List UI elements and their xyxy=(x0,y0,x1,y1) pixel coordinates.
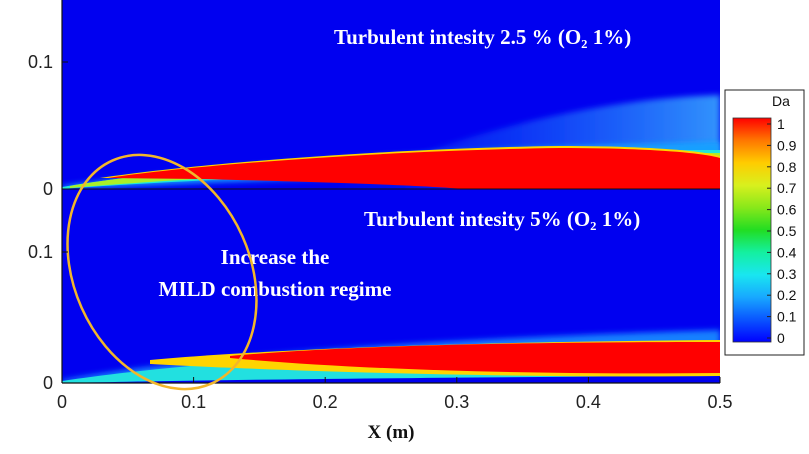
colorbar-ticks: 1 0.9 0.8 0.7 0.6 0.5 0.4 0.3 0.2 0.1 0 xyxy=(767,116,797,346)
annotation-line-2: MILD combustion regime xyxy=(159,277,392,301)
x-tick-label: 0.1 xyxy=(181,392,206,412)
colorbar-tick-label: 0.7 xyxy=(777,180,797,196)
colorbar: Da 1 0.9 0.8 0.7 0.6 0.5 0.4 0.3 0.2 0.1 0 xyxy=(724,89,805,356)
colorbar-tick-label: 0.6 xyxy=(777,202,797,218)
colorbar-tick-label: 0.3 xyxy=(777,266,797,282)
colorbar-tick-label: 0.2 xyxy=(777,287,797,303)
y-axis-ticks: 0 0.1 0 0.1 xyxy=(28,52,68,393)
y-tick-label: 0.1 xyxy=(28,242,53,262)
top-panel-title: Turbulent intesity 2.5 % (O₂ 1%) xyxy=(334,25,631,49)
x-tick-label: 0 xyxy=(57,392,67,412)
colorbar-tick-label: 0 xyxy=(777,330,785,346)
x-tick-label: 0.4 xyxy=(576,392,601,412)
colorbar-tick-label: 0.1 xyxy=(777,309,797,325)
x-axis-title: X (m) xyxy=(368,422,415,443)
annotation-line-1: Increase the xyxy=(221,245,330,269)
bottom-panel-title: Turbulent intesity 5% (O₂ 1%) xyxy=(364,207,640,231)
annotation-ellipse xyxy=(66,153,258,391)
bottom-panel-contours xyxy=(62,330,720,383)
x-tick-label: 0.2 xyxy=(313,392,338,412)
colorbar-tick-label: 0.9 xyxy=(777,137,797,153)
x-tick-label: 0.3 xyxy=(444,392,469,412)
y-tick-label: 0 xyxy=(43,179,53,199)
colorbar-tick-label: 1 xyxy=(777,116,785,132)
x-tick-label: 0.5 xyxy=(707,392,732,412)
colorbar-gradient xyxy=(732,117,772,343)
y-tick-label: 0.1 xyxy=(28,52,53,72)
colorbar-title: Da xyxy=(772,93,790,109)
y-tick-label: 0 xyxy=(43,373,53,393)
colorbar-tick-label: 0.5 xyxy=(777,223,797,239)
colorbar-tick-label: 0.8 xyxy=(777,159,797,175)
x-axis-ticks: 0 0.1 0.2 0.3 0.4 0.5 xyxy=(57,377,733,412)
colorbar-tick-label: 0.4 xyxy=(777,244,797,260)
top-panel-contours xyxy=(62,95,720,189)
